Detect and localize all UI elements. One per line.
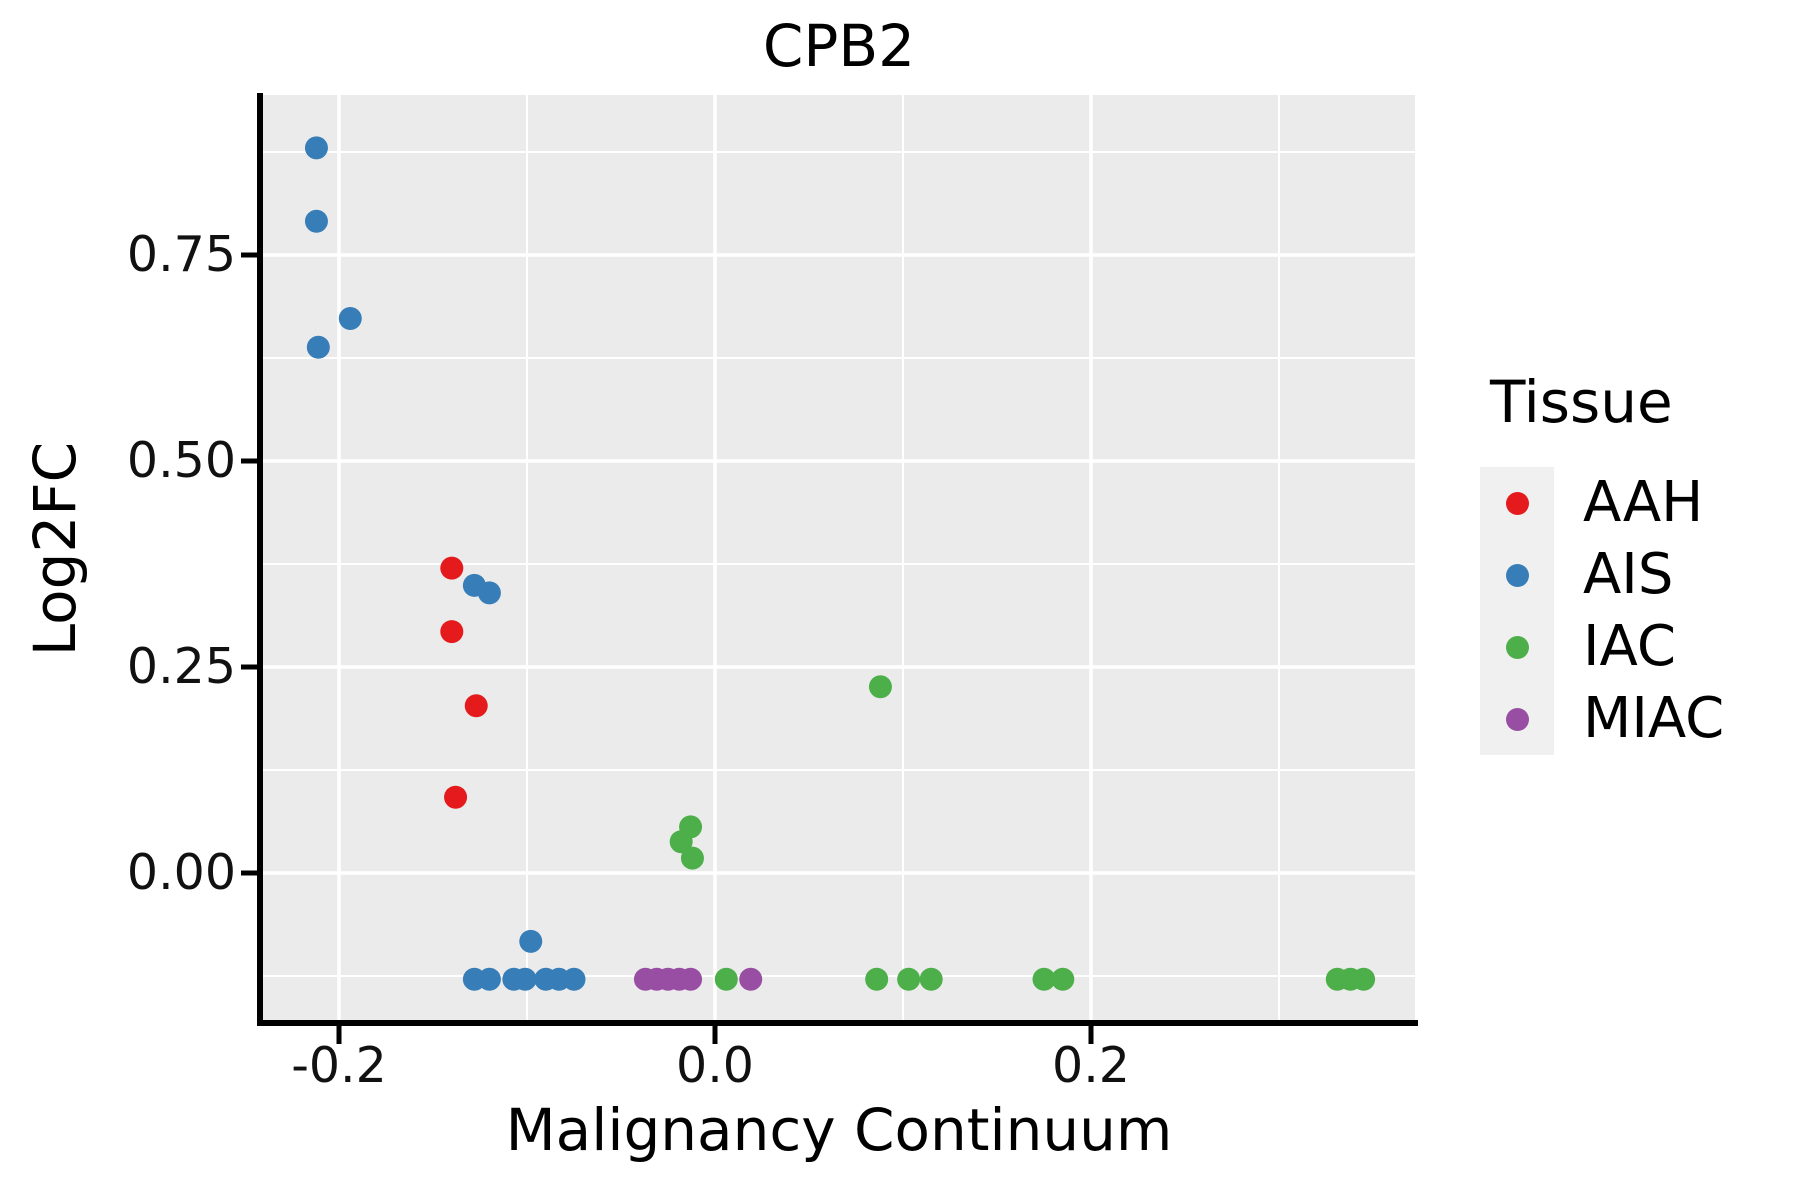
x-tick-label: 0.2 (1052, 1037, 1130, 1094)
data-point-aah (444, 785, 468, 809)
y-tick-label: 0.75 (126, 226, 236, 283)
data-point-ais (519, 929, 543, 953)
data-point-miac (739, 967, 763, 991)
data-point-ais (477, 581, 501, 605)
y-axis-title: Log2FC (21, 441, 89, 657)
legend-dot-iac (1506, 635, 1529, 659)
data-point-ais (338, 306, 362, 330)
data-point-ais (513, 967, 537, 991)
data-point-iac (868, 675, 892, 699)
data-point-aah (440, 556, 464, 580)
data-point-iac (1051, 967, 1075, 991)
data-point-iac (1032, 967, 1056, 991)
data-point-aah (464, 694, 488, 718)
data-point-miac (679, 967, 703, 991)
x-axis-title: Malignancy Continuum (505, 1096, 1173, 1164)
data-point-aah (440, 620, 464, 644)
legend-item-label: AIS (1583, 542, 1674, 607)
x-tick-label: 0.0 (676, 1037, 754, 1094)
data-point-iac (919, 967, 943, 991)
data-point-ais (306, 335, 330, 359)
data-point-iac (865, 967, 889, 991)
legend-item-label: MIAC (1583, 686, 1725, 751)
data-point-iac (714, 967, 738, 991)
legend-item-label: IAC (1583, 614, 1676, 679)
x-tick-label: -0.2 (291, 1037, 387, 1094)
data-point-ais (304, 136, 328, 160)
data-point-ais (477, 967, 501, 991)
y-tick-label: 0.50 (126, 432, 236, 489)
plot-title: CPB2 (762, 12, 916, 80)
legend-key-column (1480, 467, 1554, 755)
data-point-iac (1352, 967, 1376, 991)
data-point-iac (897, 967, 921, 991)
data-point-iac (680, 846, 704, 870)
legend-item-label: AAH (1583, 470, 1704, 535)
data-point-ais (562, 967, 586, 991)
legend-dot-ais (1506, 563, 1529, 587)
data-point-iac (679, 815, 703, 839)
plot-panel-background (263, 95, 1415, 1022)
y-tick-label: 0.00 (126, 844, 236, 901)
y-tick-label: 0.25 (126, 638, 236, 695)
legend-title: Tissue (1490, 368, 1673, 436)
legend-dot-miac (1506, 707, 1529, 731)
data-point-ais (304, 209, 328, 233)
legend-dot-aah (1506, 491, 1529, 515)
